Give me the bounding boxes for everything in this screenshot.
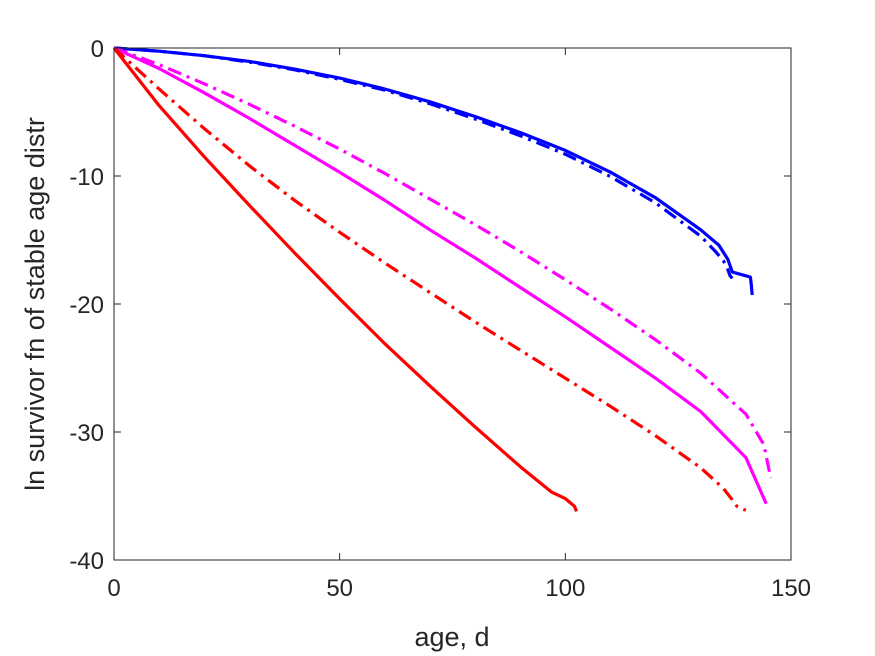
y-tick-label: 0 bbox=[91, 36, 104, 63]
ticks-layer: 0 50 100 150 0 -10 -20 -30 -40 bbox=[69, 36, 811, 602]
x-axis-label: age, d bbox=[414, 622, 489, 652]
x-tick-label: 100 bbox=[545, 575, 585, 602]
x-tick-label: 150 bbox=[771, 575, 811, 602]
x-tick-label: 50 bbox=[326, 575, 353, 602]
y-tick-label: -10 bbox=[69, 164, 104, 191]
y-tick-label: -30 bbox=[69, 420, 104, 447]
y-tick-label: -20 bbox=[69, 292, 104, 319]
series-line-6-dashdot bbox=[112, 46, 747, 512]
series-line-5-solid bbox=[112, 47, 579, 513]
y-axis-label: ln survivor fn of stable age distr bbox=[20, 117, 50, 491]
series-layer bbox=[112, 46, 773, 513]
x-tick-label: 0 bbox=[107, 575, 120, 602]
series-line-3-solid bbox=[113, 46, 768, 505]
y-tick-label: -40 bbox=[69, 548, 104, 575]
series-line-2-dashdot bbox=[113, 46, 734, 280]
